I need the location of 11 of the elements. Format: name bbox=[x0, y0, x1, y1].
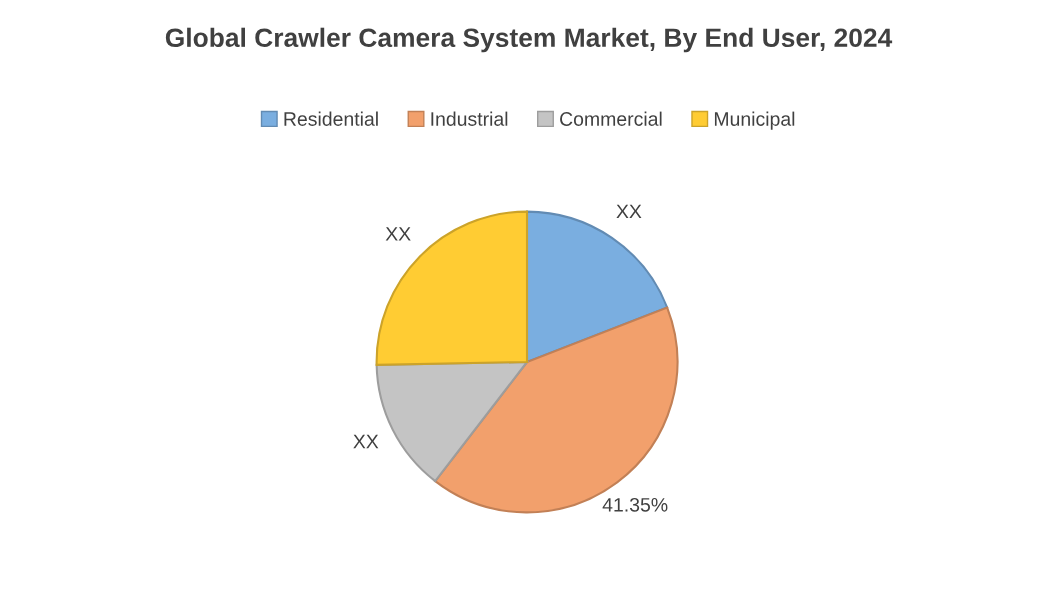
chart-title: Global Crawler Camera System Market, By End User, 2024 bbox=[165, 27, 893, 53]
pie-slice bbox=[434, 306, 679, 514]
data-label: XX bbox=[385, 227, 411, 241]
legend-label: Residential bbox=[284, 111, 378, 126]
legend-label: Municipal bbox=[714, 111, 795, 130]
legend-label: Commercial bbox=[560, 111, 662, 126]
data-label: XX bbox=[616, 204, 642, 219]
pie-slice bbox=[375, 210, 529, 366]
legend-label: Industrial bbox=[431, 111, 508, 126]
data-label: 41.35% bbox=[602, 497, 668, 512]
data-label: XX bbox=[353, 434, 379, 449]
